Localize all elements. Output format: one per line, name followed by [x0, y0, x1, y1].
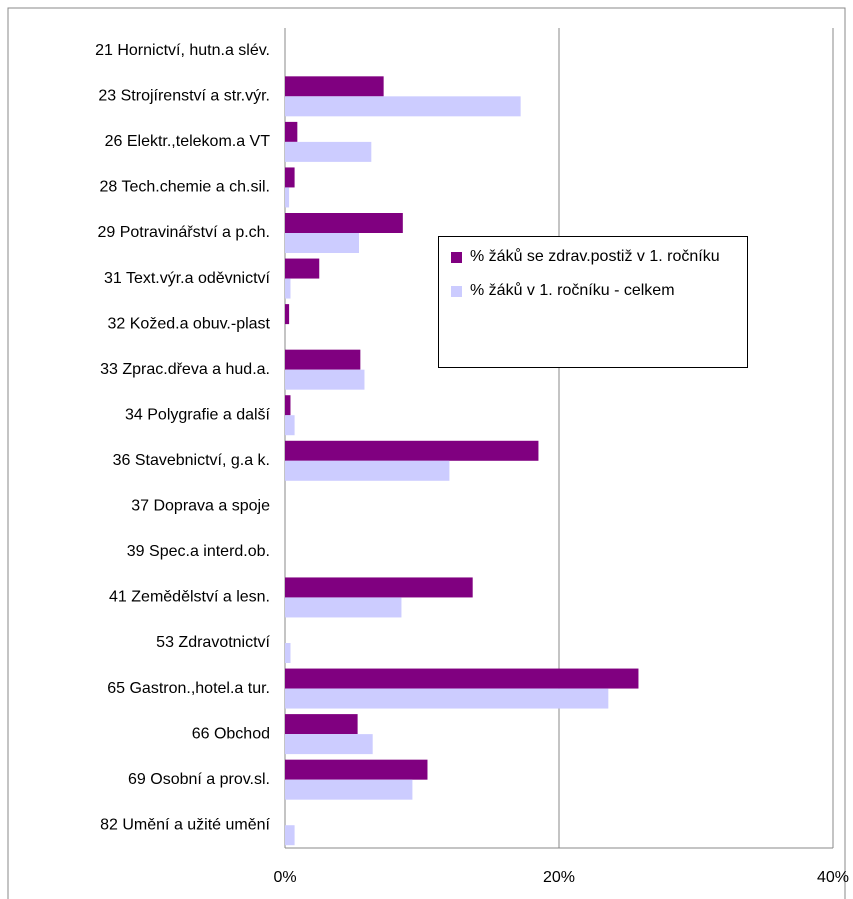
y-tick-label: 53 Zdravotnictví — [156, 634, 270, 651]
bar — [285, 304, 290, 325]
bar — [285, 577, 473, 598]
bar — [285, 688, 609, 709]
y-tick-label: 41 Zemědělství a lesn. — [109, 589, 270, 606]
bar — [285, 779, 413, 800]
y-tick-label: 36 Stavebnictví, g.a k. — [113, 452, 270, 469]
y-tick-label: 34 Polygrafie a další — [125, 406, 271, 423]
bar — [285, 825, 295, 846]
y-tick-label: 23 Strojírenství a str.výr. — [98, 88, 270, 105]
bar — [285, 141, 372, 162]
bar — [285, 96, 521, 117]
y-tick-label: 39 Spec.a interd.ob. — [127, 543, 270, 560]
y-tick-label: 65 Gastron.,hotel.a tur. — [107, 680, 270, 697]
y-tick-label: 37 Doprava a spoje — [131, 498, 270, 515]
bar — [285, 440, 539, 461]
y-tick-label: 26 Elektr.,telekom.a VT — [105, 133, 271, 150]
bar — [285, 187, 290, 208]
bar — [285, 460, 450, 481]
bar — [285, 233, 359, 253]
bar — [285, 668, 639, 689]
bar — [285, 643, 291, 663]
y-tick-label: 66 Obchod — [192, 725, 270, 742]
legend-swatch — [451, 252, 462, 263]
bar — [285, 213, 403, 233]
bar — [285, 714, 358, 735]
x-tick-label: 0% — [273, 869, 296, 886]
y-tick-label: 82 Umění a užité umění — [100, 816, 270, 833]
bar — [285, 258, 320, 279]
legend-swatch — [451, 286, 462, 297]
y-tick-label: 29 Potravinářství a p.ch. — [97, 224, 270, 241]
bar — [285, 395, 291, 416]
legend-item: % žáků v 1. ročníku - celkem — [447, 279, 739, 303]
legend-label: % žáků se zdrav.postiž v 1. ročníku — [470, 248, 720, 265]
legend-label: % žáků v 1. ročníku - celkem — [470, 282, 675, 299]
bar — [285, 415, 295, 436]
y-tick-label: 32 Kožed.a obuv.-plast — [108, 315, 271, 332]
bar — [285, 121, 298, 142]
y-tick-label: 33 Zprac.dřeva a hud.a. — [100, 361, 270, 378]
bar — [285, 759, 428, 780]
x-tick-label: 20% — [543, 869, 575, 886]
bar — [285, 278, 291, 299]
y-tick-label: 31 Text.výr.a oděvnictví — [104, 270, 271, 287]
x-tick-label: 40% — [817, 869, 849, 886]
y-tick-label: 28 Tech.chemie a ch.sil. — [100, 179, 270, 196]
chart-border — [7, 7, 846, 899]
legend: % žáků se zdrav.postiž v 1. ročníku % žák… — [438, 236, 748, 368]
bar — [285, 597, 402, 618]
legend-item: % žáků se zdrav.postiž v 1. ročníku — [447, 245, 739, 269]
bar — [285, 734, 373, 755]
bar — [285, 76, 384, 97]
bar — [285, 167, 295, 188]
bar — [285, 349, 361, 370]
y-tick-label: 21 Hornictví, hutn.a slév. — [95, 42, 270, 59]
bar — [285, 369, 365, 390]
y-tick-label: 69 Osobní a prov.sl. — [128, 771, 270, 788]
